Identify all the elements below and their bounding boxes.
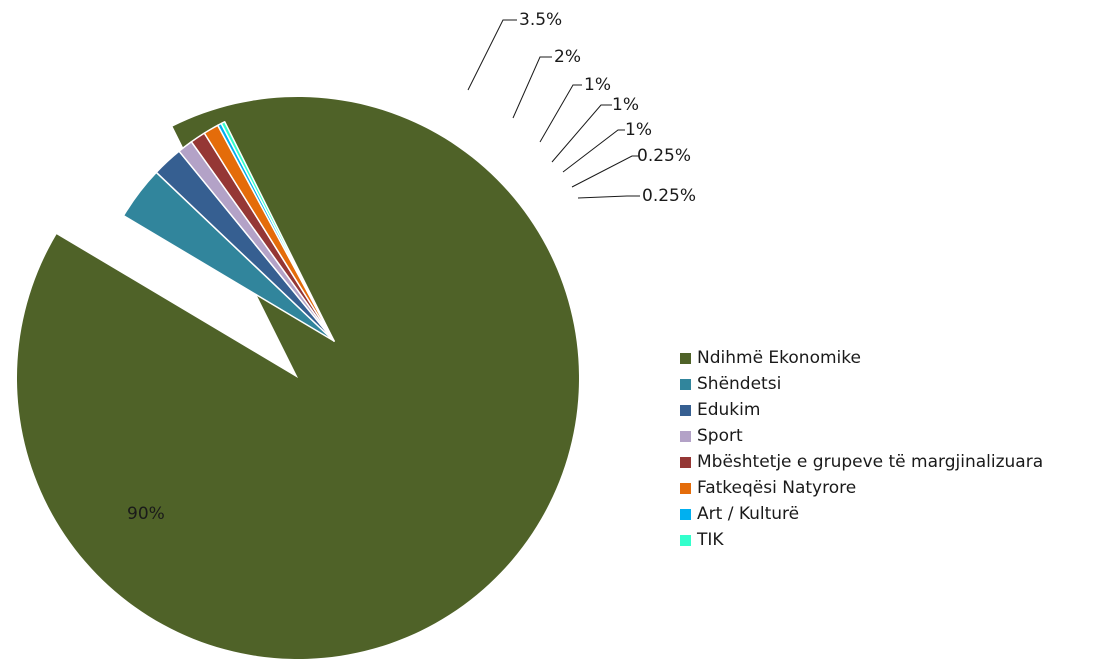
legend-item: Edukim — [680, 397, 1043, 423]
legend-swatch — [680, 482, 691, 494]
leader-line-3 — [512, 56, 552, 119]
legend-item: TIK — [680, 527, 1043, 553]
legend-swatch — [680, 508, 691, 520]
leader-line-6 — [562, 129, 625, 173]
legend-item: Sport — [680, 423, 1043, 449]
data-labels: 90%3.5%2%1%1%1%0.25%0.25% — [127, 10, 696, 524]
data-label-1: 90% — [127, 504, 165, 524]
data-label-6: 1% — [625, 120, 652, 140]
data-label-5: 1% — [612, 95, 639, 115]
legend-label: TIK — [697, 530, 724, 550]
legend-item: Fatkeqësi Natyrore — [680, 475, 1043, 501]
legend-item: Art / Kulturë — [680, 501, 1043, 527]
legend-item: Mbështetje e grupeve të margjinalizuara — [680, 449, 1043, 475]
legend-swatch — [680, 430, 691, 442]
leader-line-2 — [467, 19, 517, 91]
legend-label: Shëndetsi — [697, 374, 782, 394]
legend-label: Ndihmë Ekonomike — [697, 348, 861, 368]
data-label-4: 1% — [584, 75, 611, 95]
leader-line-4 — [539, 84, 582, 143]
legend-label: Art / Kulturë — [697, 504, 800, 524]
leader-line-8 — [577, 195, 640, 199]
pie-slice-8 — [220, 120, 335, 342]
legend-label: Sport — [697, 426, 743, 446]
legend-label: Mbështetje e grupeve të margjinalizuara — [697, 452, 1044, 472]
legend-swatch — [680, 404, 691, 416]
data-label-7: 0.25% — [637, 146, 691, 166]
legend-label: Edukim — [697, 400, 761, 420]
legend-swatch — [680, 456, 691, 468]
data-label-8: 0.25% — [642, 186, 696, 206]
pie-slice-1 — [16, 96, 579, 659]
legend-item: Ndihmë Ekonomike — [680, 345, 1043, 371]
leader-line-5 — [551, 104, 612, 163]
pie-slices — [16, 96, 579, 659]
data-label-2: 3.5% — [519, 10, 562, 30]
leader-lines — [467, 19, 640, 199]
legend-swatch — [680, 534, 691, 546]
legend-item: Shëndetsi — [680, 371, 1043, 397]
legend-label: Fatkeqësi Natyrore — [697, 478, 857, 498]
legend: Ndihmë Ekonomike Shëndetsi Edukim Sport Mbës… — [680, 345, 1043, 553]
data-label-3: 2% — [554, 47, 581, 67]
legend-swatch — [680, 378, 691, 390]
leader-line-7 — [571, 155, 639, 188]
legend-swatch — [680, 352, 691, 364]
